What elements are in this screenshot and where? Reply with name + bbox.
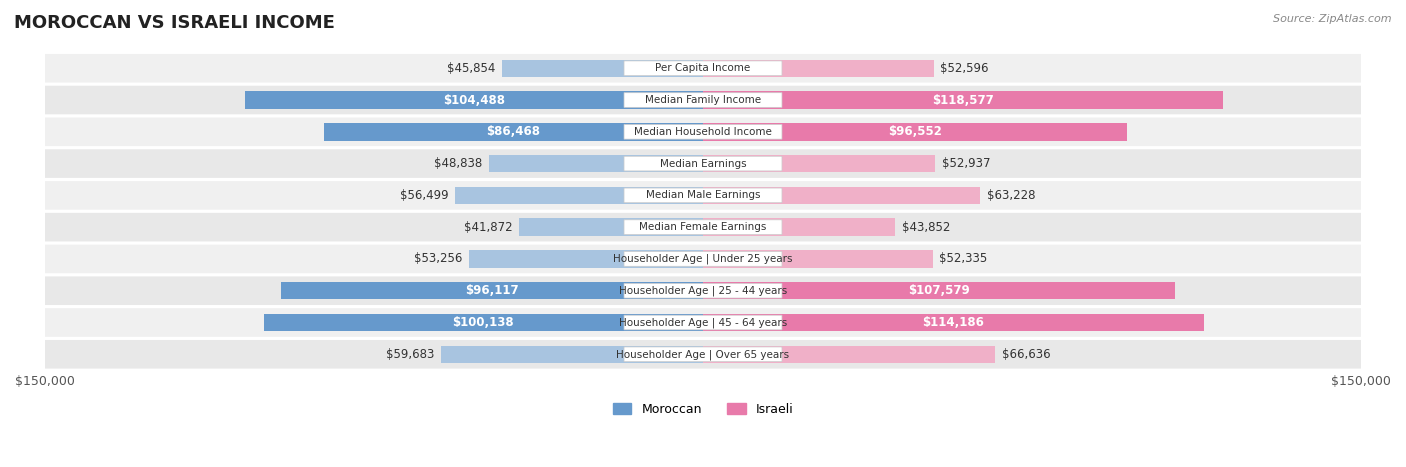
Text: $100,138: $100,138 (453, 316, 515, 329)
Text: $63,228: $63,228 (987, 189, 1035, 202)
Text: $45,854: $45,854 (447, 62, 495, 75)
Text: $86,468: $86,468 (486, 125, 540, 138)
FancyBboxPatch shape (45, 86, 1361, 114)
Text: $56,499: $56,499 (399, 189, 449, 202)
Text: $52,335: $52,335 (939, 253, 987, 265)
Text: $48,838: $48,838 (434, 157, 482, 170)
Bar (703, 314, 1204, 331)
Text: $52,596: $52,596 (941, 62, 988, 75)
FancyBboxPatch shape (624, 347, 782, 361)
Bar (703, 346, 995, 363)
FancyBboxPatch shape (624, 220, 782, 234)
FancyBboxPatch shape (45, 54, 1361, 83)
Bar (456, 187, 703, 204)
Bar (441, 346, 703, 363)
Bar (323, 123, 703, 141)
FancyBboxPatch shape (624, 283, 782, 298)
Bar (245, 91, 703, 109)
Bar (703, 91, 1223, 109)
Text: Median Female Earnings: Median Female Earnings (640, 222, 766, 232)
FancyBboxPatch shape (624, 61, 782, 76)
Bar (703, 59, 934, 77)
Text: Median Earnings: Median Earnings (659, 159, 747, 169)
Text: $104,488: $104,488 (443, 93, 505, 106)
Text: Householder Age | Over 65 years: Householder Age | Over 65 years (616, 349, 790, 360)
FancyBboxPatch shape (45, 245, 1361, 273)
Text: $41,872: $41,872 (464, 221, 513, 234)
FancyBboxPatch shape (45, 213, 1361, 241)
Text: $66,636: $66,636 (1002, 348, 1050, 361)
Text: $59,683: $59,683 (387, 348, 434, 361)
FancyBboxPatch shape (624, 315, 782, 330)
Text: $118,577: $118,577 (932, 93, 994, 106)
Text: Median Family Income: Median Family Income (645, 95, 761, 105)
FancyBboxPatch shape (624, 188, 782, 203)
Text: $107,579: $107,579 (908, 284, 970, 297)
Text: $96,552: $96,552 (887, 125, 942, 138)
Bar (489, 155, 703, 172)
Text: Median Male Earnings: Median Male Earnings (645, 191, 761, 200)
Text: $52,937: $52,937 (942, 157, 990, 170)
FancyBboxPatch shape (45, 308, 1361, 337)
FancyBboxPatch shape (45, 276, 1361, 305)
Text: $53,256: $53,256 (415, 253, 463, 265)
FancyBboxPatch shape (624, 93, 782, 107)
Bar (703, 187, 980, 204)
Bar (502, 59, 703, 77)
Text: $114,186: $114,186 (922, 316, 984, 329)
Text: Source: ZipAtlas.com: Source: ZipAtlas.com (1274, 14, 1392, 24)
FancyBboxPatch shape (45, 118, 1361, 146)
FancyBboxPatch shape (45, 181, 1361, 210)
Bar (264, 314, 703, 331)
Bar (703, 155, 935, 172)
Bar (703, 250, 932, 268)
FancyBboxPatch shape (45, 149, 1361, 178)
Text: Per Capita Income: Per Capita Income (655, 63, 751, 73)
Bar (281, 282, 703, 299)
FancyBboxPatch shape (624, 252, 782, 266)
FancyBboxPatch shape (624, 125, 782, 139)
Bar (519, 219, 703, 236)
Text: Householder Age | 45 - 64 years: Householder Age | 45 - 64 years (619, 317, 787, 328)
Bar (470, 250, 703, 268)
Text: Householder Age | Under 25 years: Householder Age | Under 25 years (613, 254, 793, 264)
Legend: Moroccan, Israeli: Moroccan, Israeli (607, 398, 799, 421)
Bar (703, 123, 1126, 141)
Text: $96,117: $96,117 (465, 284, 519, 297)
FancyBboxPatch shape (45, 340, 1361, 368)
Text: $43,852: $43,852 (903, 221, 950, 234)
FancyBboxPatch shape (624, 156, 782, 171)
Bar (703, 282, 1175, 299)
Text: Householder Age | 25 - 44 years: Householder Age | 25 - 44 years (619, 285, 787, 296)
Bar (703, 219, 896, 236)
Text: MOROCCAN VS ISRAELI INCOME: MOROCCAN VS ISRAELI INCOME (14, 14, 335, 32)
Text: Median Household Income: Median Household Income (634, 127, 772, 137)
